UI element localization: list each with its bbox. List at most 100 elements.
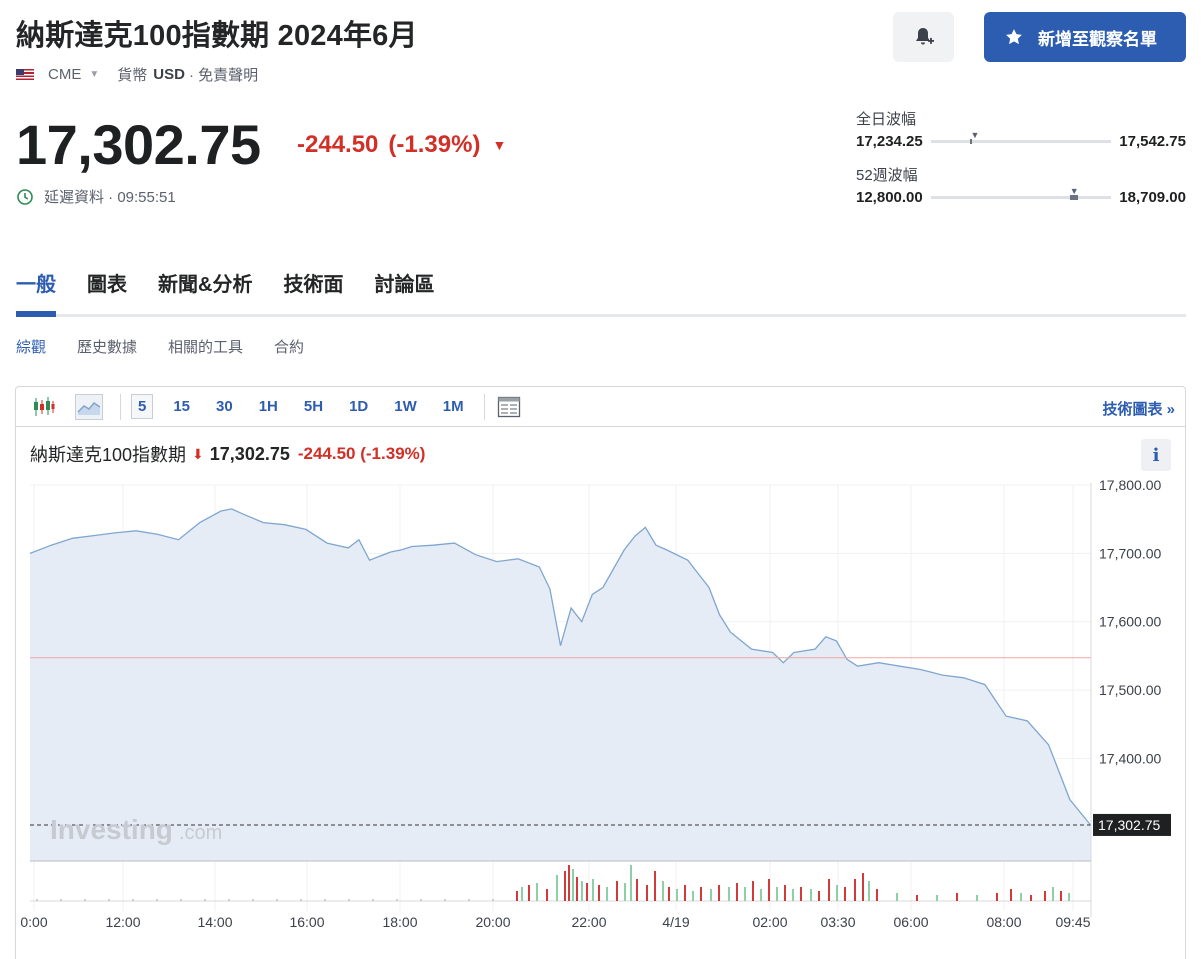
x-tick-label: 20:00 bbox=[475, 914, 510, 930]
add-alert-button[interactable] bbox=[893, 12, 954, 62]
instrument-meta: CME ▼ 貨幣 USD · 免責聲明 bbox=[16, 64, 258, 85]
volume-bar bbox=[521, 887, 523, 901]
timeframe-1d[interactable]: 1D bbox=[349, 398, 369, 415]
volume-bar bbox=[132, 899, 134, 901]
volume-bar bbox=[710, 889, 712, 901]
subtab-related-instruments[interactable]: 相關的工具 bbox=[168, 339, 244, 356]
x-tick-label: 22:00 bbox=[571, 914, 606, 930]
volume-bar bbox=[1052, 887, 1054, 901]
chart-toolbar: 5 15 30 1H 5H 1D 1W 1M 技術圖表 » bbox=[16, 387, 1185, 427]
subtab-contracts[interactable]: 合約 bbox=[274, 339, 305, 356]
y-tick-label: 17,500.00 bbox=[1099, 682, 1161, 698]
subtab-historical-data[interactable]: 歷史數據 bbox=[77, 339, 138, 356]
day-range-marker-icon: ▼ bbox=[970, 130, 980, 140]
volume-bar bbox=[684, 885, 686, 901]
volume-bar bbox=[592, 879, 594, 901]
volume-bar bbox=[84, 899, 86, 901]
volume-bar bbox=[36, 899, 38, 901]
volume-bar bbox=[204, 899, 206, 901]
price-change: -244.50 (-1.39%) ▼ bbox=[297, 131, 506, 159]
main-tabs: 一般 圖表 新聞&分析 技術面 討論區 bbox=[16, 268, 465, 314]
volume-bar bbox=[348, 899, 350, 901]
volume-bar bbox=[654, 871, 656, 901]
add-to-watchlist-button[interactable]: 新增至觀察名單 bbox=[984, 12, 1186, 62]
volume-bar bbox=[324, 899, 326, 901]
star-icon bbox=[1004, 27, 1024, 47]
timeframe-5min[interactable]: 5 bbox=[131, 394, 154, 419]
volume-bar bbox=[876, 889, 878, 901]
bell-plus-icon bbox=[915, 28, 934, 45]
chevron-down-icon[interactable]: ▼ bbox=[89, 69, 100, 80]
volume-bar bbox=[606, 887, 608, 901]
week52-range-label: 52週波幅 bbox=[856, 167, 918, 184]
volume-bar bbox=[1060, 891, 1062, 901]
price-chart[interactable]: 17,800.00 17,700.00 17,600.00 17,500.00 17,4… bbox=[16, 387, 1185, 957]
volume-bar bbox=[564, 871, 566, 901]
y-tick-label: 17,800.00 bbox=[1099, 477, 1161, 493]
chart-header: 納斯達克100指數期 ⬇ 17,302.75 -244.50 (-1.39%) bbox=[30, 441, 425, 467]
volume-bar bbox=[1068, 893, 1070, 901]
volume-bar bbox=[444, 899, 446, 901]
tab-general[interactable]: 一般 bbox=[16, 268, 56, 314]
timeframe-1h[interactable]: 1H bbox=[258, 398, 278, 415]
volume-bar bbox=[768, 879, 770, 901]
volume-bar bbox=[810, 889, 812, 901]
exchange-label[interactable]: CME bbox=[48, 66, 82, 83]
timeframe-5h[interactable]: 5H bbox=[303, 398, 324, 415]
week52-range-high: 18,709.00 bbox=[1119, 189, 1186, 206]
volume-bar bbox=[300, 899, 302, 901]
volume-bar bbox=[646, 885, 648, 901]
toolbar-separator bbox=[120, 393, 121, 420]
timeframe-15min[interactable]: 15 bbox=[173, 398, 191, 415]
day-range-high: 17,542.75 bbox=[1119, 133, 1186, 150]
volume-bar bbox=[728, 887, 730, 901]
volume-bar bbox=[1010, 889, 1012, 901]
currency-label: 貨幣 bbox=[117, 67, 148, 84]
tab-chart[interactable]: 圖表 bbox=[87, 274, 127, 296]
week52-range-low: 12,800.00 bbox=[856, 189, 923, 206]
info-button[interactable]: i bbox=[1141, 439, 1171, 471]
day-range-bar: ▼ bbox=[930, 130, 1112, 144]
volume-bar bbox=[956, 893, 958, 901]
volume-bar bbox=[692, 891, 694, 901]
subtab-overview[interactable]: 綜觀 bbox=[16, 339, 47, 356]
area-chart-icon[interactable] bbox=[75, 393, 103, 420]
x-tick-label: 4/19 bbox=[662, 914, 689, 930]
day-range-low: 17,234.25 bbox=[856, 133, 923, 150]
volume-bar bbox=[586, 883, 588, 901]
volume-bar bbox=[276, 899, 278, 901]
y-tick-label: 17,600.00 bbox=[1099, 614, 1161, 630]
tab-technical[interactable]: 技術面 bbox=[283, 274, 344, 296]
candlestick-chart-icon[interactable] bbox=[30, 394, 58, 420]
timeframe-30min[interactable]: 30 bbox=[216, 398, 233, 415]
volume-bar bbox=[668, 887, 670, 901]
week52-range-bar: ▼ bbox=[930, 186, 1112, 200]
volume-bar bbox=[492, 899, 494, 901]
technical-chart-link[interactable]: 技術圖表 » bbox=[1102, 401, 1175, 418]
week52-range-fill bbox=[1069, 195, 1078, 200]
volume-bar bbox=[516, 891, 518, 901]
disclaimer-link[interactable]: · 免責聲明 bbox=[188, 67, 259, 84]
x-tick-label: 14:00 bbox=[197, 914, 232, 930]
volume-bar bbox=[776, 887, 778, 901]
delay-status: 延遲資料 · 09:55:51 bbox=[16, 186, 176, 207]
tab-news-analysis[interactable]: 新聞&分析 bbox=[158, 274, 253, 296]
volume-bar bbox=[546, 889, 548, 901]
tab-discussion[interactable]: 討論區 bbox=[374, 274, 435, 296]
toolbar-separator bbox=[483, 393, 485, 420]
y-tick-label: 17,700.00 bbox=[1099, 545, 1161, 561]
volume-bar bbox=[468, 899, 470, 901]
x-tick-label: 03:30 bbox=[820, 914, 855, 930]
volume-bar bbox=[792, 889, 794, 901]
volume-bar bbox=[616, 881, 618, 901]
x-tick-label: 18:00 bbox=[382, 914, 417, 930]
watermark-brand: Investing bbox=[50, 814, 173, 845]
volume-bar bbox=[976, 895, 978, 901]
down-arrow-icon: ⬇ bbox=[192, 445, 204, 462]
chart-widget: 5 15 30 1H 5H 1D 1W 1M 技術圖表 » 納斯達克100指數期… bbox=[15, 386, 1186, 959]
volume-bar bbox=[630, 865, 632, 901]
x-tick-label: 0:00 bbox=[20, 914, 47, 930]
timeframe-1w[interactable]: 1W bbox=[394, 398, 417, 415]
table-view-icon[interactable] bbox=[495, 394, 523, 420]
timeframe-1m[interactable]: 1M bbox=[442, 398, 464, 415]
